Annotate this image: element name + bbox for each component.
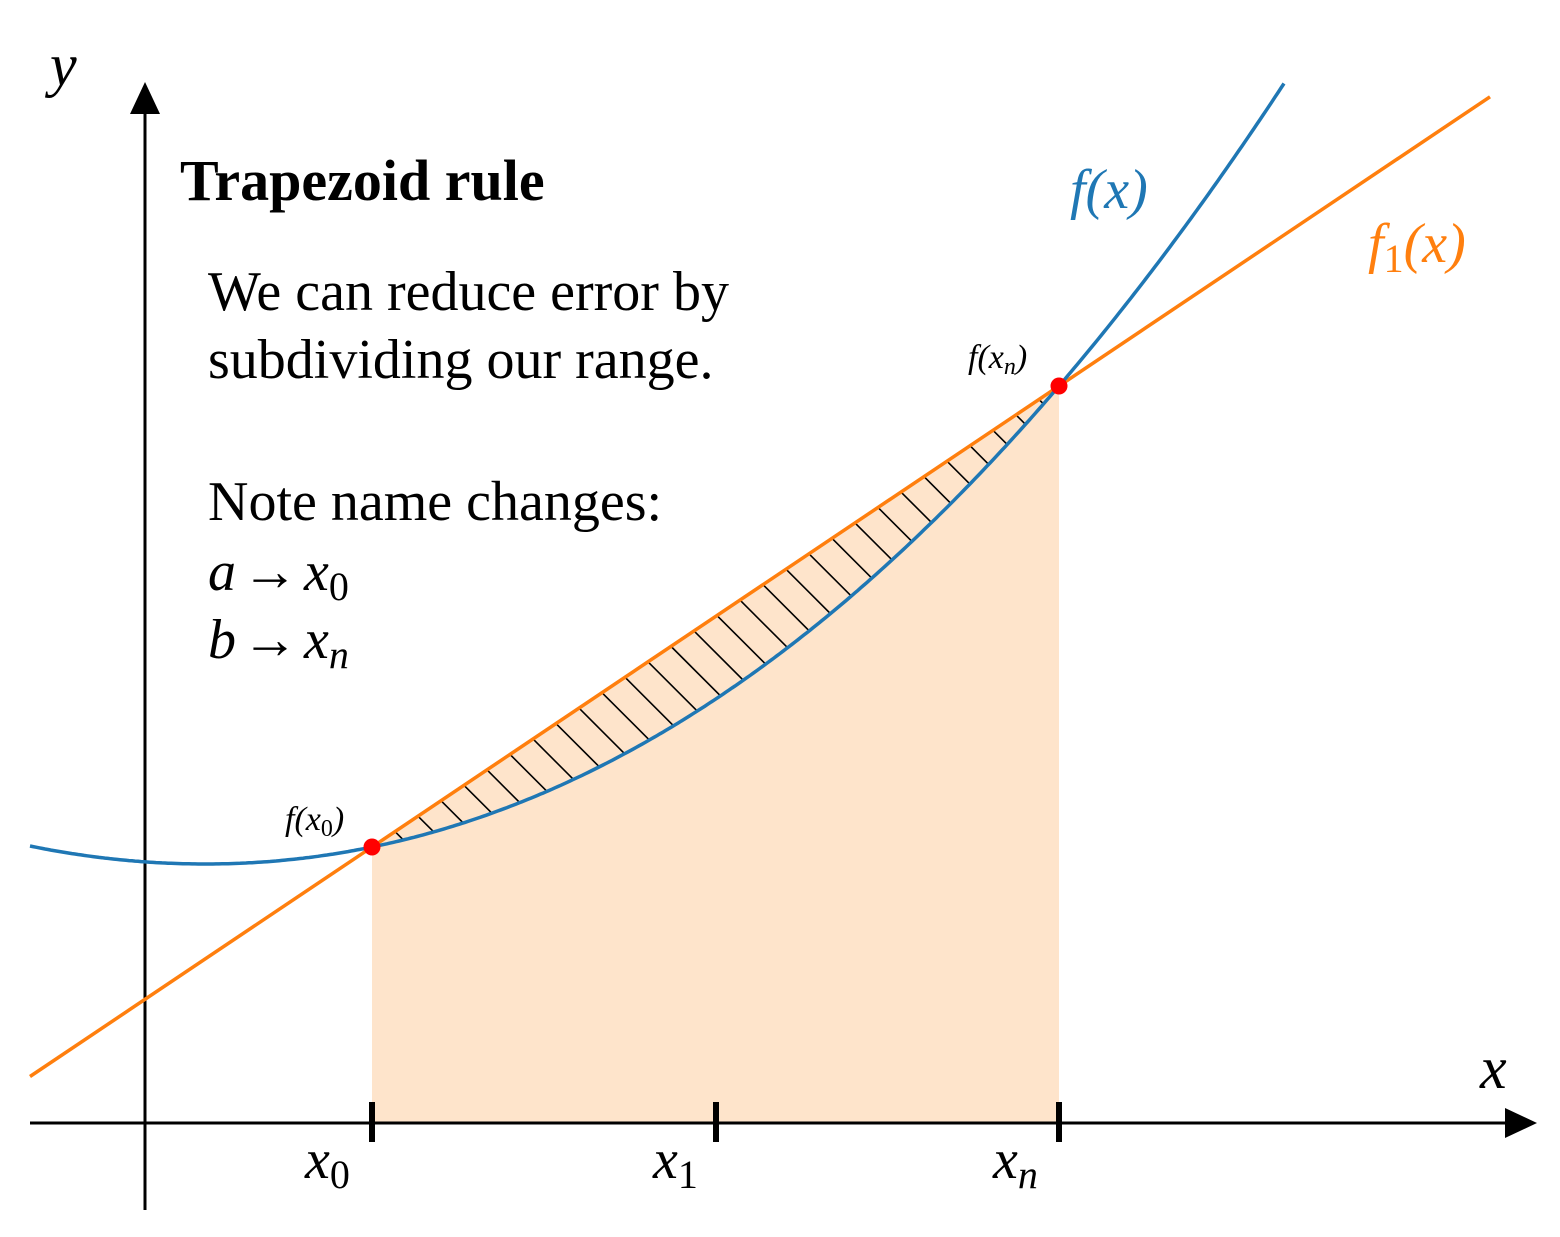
post: ) — [1014, 339, 1027, 376]
y-arrow — [130, 82, 160, 114]
args: (x) — [1404, 213, 1466, 275]
body-line: subdividing our range. — [208, 329, 713, 391]
endpoint — [363, 838, 381, 856]
sub: 0 — [329, 564, 349, 609]
hatch-line — [437, 797, 559, 847]
note-heading: Note name changes: — [208, 471, 662, 533]
function-curve — [29, 82, 1286, 866]
base: x — [304, 1129, 330, 1191]
x-arrow — [1505, 1108, 1537, 1138]
endpoint — [1050, 377, 1068, 395]
title: Trapezoid rule — [180, 148, 545, 213]
from: a — [208, 541, 236, 603]
sub: n — [329, 632, 349, 677]
curve-label: f(x) — [1070, 159, 1148, 221]
name-change: a → x0 — [208, 541, 349, 609]
post: ) — [331, 801, 344, 838]
arrow: → — [242, 541, 298, 603]
base: x — [992, 1129, 1018, 1191]
x-axis-label: x — [1479, 1035, 1507, 1101]
pre: f(x — [968, 339, 1004, 376]
to: x — [303, 609, 329, 671]
sub: n — [1018, 1152, 1038, 1197]
sub: 1 — [1384, 236, 1404, 281]
to: x — [303, 541, 329, 603]
y-axis-label: y — [44, 32, 77, 98]
tick-label: x0 — [304, 1129, 350, 1197]
point-label: f(x0) — [285, 801, 344, 842]
sub: n — [1004, 354, 1016, 380]
sub: 0 — [321, 816, 333, 842]
point-label: f(xn) — [968, 339, 1027, 380]
linear-approximation — [29, 95, 1491, 1078]
pre: f(x — [285, 801, 321, 838]
curve-label: f1(x) — [1368, 213, 1466, 281]
base: x — [652, 1129, 678, 1191]
name-change: b → xn — [208, 609, 349, 677]
body-line: We can reduce error by — [208, 261, 729, 323]
sub: 0 — [330, 1152, 350, 1197]
tick-label: xn — [992, 1129, 1038, 1197]
sub: 1 — [678, 1152, 698, 1197]
hatch-line — [1058, 386, 1059, 502]
trapezoid-area — [372, 386, 1059, 1123]
arrow: → — [242, 609, 298, 671]
from: b — [208, 609, 236, 671]
tick-label: x1 — [652, 1129, 698, 1197]
